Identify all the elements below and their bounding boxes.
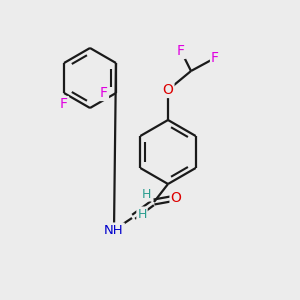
Text: F: F xyxy=(60,97,68,111)
Text: NH: NH xyxy=(104,224,124,236)
Text: O: O xyxy=(171,191,182,205)
Text: H: H xyxy=(137,208,147,220)
Text: F: F xyxy=(177,44,185,58)
Text: F: F xyxy=(211,51,219,65)
Text: O: O xyxy=(163,83,173,97)
Text: F: F xyxy=(100,86,108,100)
Text: H: H xyxy=(141,188,151,200)
